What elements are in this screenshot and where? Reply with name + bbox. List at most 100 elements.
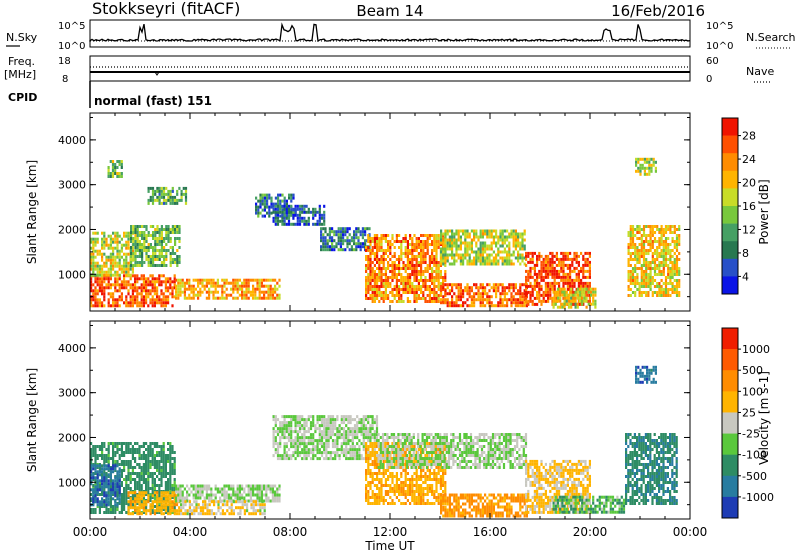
heatmap-cell: [673, 279, 676, 282]
heatmap-cell: [453, 235, 456, 239]
heatmap-cell: [120, 454, 123, 457]
heatmap-cell: [636, 252, 639, 255]
heatmap-cell: [140, 304, 143, 308]
heatmap-cell: [459, 289, 462, 293]
heatmap-cell: [440, 250, 443, 254]
heatmap-cell: [536, 263, 539, 267]
heatmap-cell: [136, 448, 139, 451]
heatmap-cell: [464, 241, 467, 245]
heatmap-cell: [422, 291, 425, 294]
heatmap-cell: [134, 274, 137, 278]
heatmap-cell: [553, 284, 556, 288]
heatmap-cell: [588, 251, 591, 255]
heatmap-cell: [178, 509, 181, 513]
heatmap-cell: [481, 262, 484, 266]
heatmap-cell: [448, 262, 451, 266]
heatmap-cell: [475, 235, 478, 239]
heatmap-cell: [562, 269, 565, 273]
heatmap-cell: [118, 442, 121, 445]
heatmap-cell: [448, 289, 451, 293]
heatmap-cell: [643, 169, 646, 173]
heatmap-cell: [424, 276, 427, 279]
heatmap-cell: [629, 234, 632, 237]
heatmap-cell: [640, 228, 643, 231]
heatmap-cell: [588, 260, 591, 264]
heatmap-cell: [355, 242, 358, 246]
heatmap-cell: [142, 451, 145, 454]
heatmap-cell: [424, 285, 427, 288]
heatmap-cell: [238, 493, 241, 497]
heatmap-cell: [629, 243, 632, 246]
heatmap-cell: [149, 509, 152, 513]
heatmap-cell: [199, 506, 202, 510]
heatmap-cell: [114, 163, 117, 166]
heatmap-cell: [105, 511, 108, 514]
heatmap-cell: [448, 301, 451, 305]
heatmap-cell: [238, 284, 241, 288]
heatmap-cell: [167, 240, 170, 243]
heatmap-cell: [169, 500, 172, 504]
heatmap-cell: [123, 502, 126, 505]
heatmap-cell: [175, 287, 178, 291]
heatmap-cell: [571, 284, 574, 288]
heatmap-cell: [90, 464, 93, 468]
heatmap-cell: [536, 257, 539, 261]
heatmap-cell: [94, 249, 97, 253]
heatmap-cell: [651, 252, 654, 255]
heatmap-cell: [658, 243, 661, 246]
heatmap-cell: [564, 281, 567, 285]
heatmap-cell: [428, 297, 431, 300]
heatmap-cell: [529, 296, 532, 300]
heatmap-cell: [459, 256, 462, 260]
heatmap-cell: [118, 172, 121, 175]
heatmap-cell: [125, 255, 128, 259]
heatmap-cell: [101, 240, 104, 244]
heatmap-cell: [664, 231, 668, 234]
heatmap-cell: [142, 500, 146, 504]
heatmap-cell: [278, 496, 281, 500]
heatmap-cell: [564, 251, 567, 255]
heatmap-cell: [675, 258, 679, 261]
heatmap-cell: [260, 493, 263, 497]
heatmap-cell: [475, 229, 478, 233]
heatmap-cell: [415, 261, 418, 264]
heatmap-cell: [462, 304, 465, 308]
heatmap-cell: [112, 505, 115, 508]
heatmap-cell: [446, 232, 449, 236]
heatmap-cell: [118, 295, 121, 299]
heatmap-cell: [94, 264, 97, 268]
heatmap-cell: [154, 249, 157, 252]
heatmap-cell: [225, 493, 228, 497]
heatmap-cell: [260, 290, 263, 294]
heatmap-cell: [127, 240, 130, 244]
heatmap-cell: [570, 293, 573, 297]
heatmap-cell: [151, 274, 154, 278]
heatmap-cell: [586, 290, 589, 294]
heatmap-cell: [510, 304, 513, 308]
heatmap-cell: [391, 255, 394, 258]
heatmap-cell: [221, 487, 224, 491]
heatmap-cell: [277, 193, 280, 197]
heatmap-cell: [442, 256, 445, 260]
heatmap-cell: [586, 293, 589, 297]
heatmap-cell: [156, 228, 159, 231]
heatmap-cell: [667, 291, 670, 294]
heatmap-cell: [567, 299, 571, 303]
heatmap-cell: [571, 287, 574, 291]
heatmap-cell: [404, 252, 407, 255]
heatmap-cell: [186, 512, 189, 516]
heatmap-cell: [92, 488, 95, 492]
heatmap-cell: [90, 273, 93, 277]
heatmap-cell: [171, 295, 174, 299]
heatmap-cell: [512, 253, 515, 257]
heatmap-cell: [433, 297, 436, 300]
heatmap-cell: [230, 484, 233, 488]
heatmap-cell: [116, 231, 119, 235]
heatmap-cell: [373, 264, 376, 267]
heatmap-cell: [111, 166, 115, 169]
heatmap-cell: [158, 472, 161, 475]
heatmap-cell: [134, 478, 137, 481]
heatmap-cell: [453, 304, 456, 308]
heatmap-cell: [398, 279, 401, 282]
heatmap-cell: [420, 267, 423, 270]
